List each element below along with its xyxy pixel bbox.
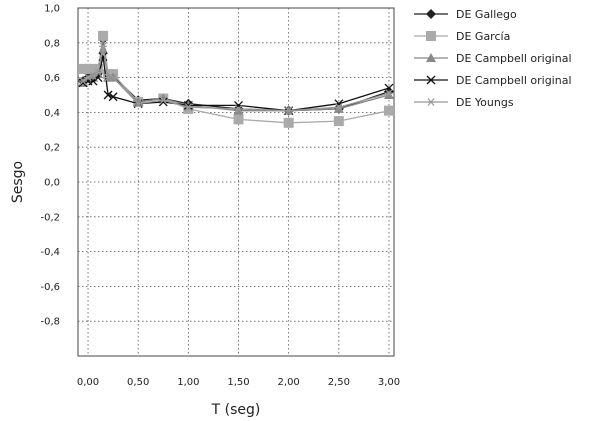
data-point-stroke <box>159 96 167 105</box>
data-point-stroke <box>94 68 102 77</box>
data-point-stroke <box>109 73 117 82</box>
y-tick-label: 1,0 <box>44 4 60 15</box>
legend-marker <box>427 98 435 106</box>
series-layer <box>78 30 394 128</box>
data-point <box>284 106 293 115</box>
x-tick-label: 2,50 <box>328 377 350 388</box>
legend-label: DE Gallego <box>456 8 517 21</box>
data-point <box>384 89 393 98</box>
legend-item: DE García <box>414 30 510 43</box>
data-point <box>333 116 344 127</box>
legend-label: DE Campbell original <box>456 74 572 87</box>
data-point <box>78 63 89 74</box>
x-tick-label: 0,50 <box>127 377 149 388</box>
x-tick-label: 0,00 <box>77 377 99 388</box>
series-5 <box>79 42 393 115</box>
legend-label: DE García <box>456 30 510 43</box>
data-point-stroke <box>99 42 107 51</box>
data-point-stroke <box>385 89 393 98</box>
data-point-stroke <box>158 97 168 107</box>
data-point <box>234 105 243 113</box>
y-axis-title: Sesgo <box>10 161 26 203</box>
data-point-stroke <box>235 105 242 113</box>
grid <box>78 8 394 356</box>
y-tick-label: -0,6 <box>40 282 60 293</box>
data-point <box>283 117 294 128</box>
y-tick-label: 0,4 <box>44 108 60 119</box>
data-point <box>234 100 243 110</box>
data-point <box>88 63 99 74</box>
y-tick-label: 0,2 <box>44 143 60 154</box>
data-point-stroke <box>184 103 192 112</box>
data-point-stroke <box>134 99 142 108</box>
y-axis-ticks: 1,0 0,8 0,6 0,4 0,2 0,0 -0,2 -0,4 -0,6 -0,8 <box>40 4 60 328</box>
data-point-stroke <box>108 92 118 102</box>
legend-marker <box>426 31 436 41</box>
y-tick-label: 0,6 <box>44 73 60 84</box>
legend-label: DE Youngs <box>456 96 514 109</box>
data-point <box>158 97 168 107</box>
x-tick-label: 2,00 <box>278 377 300 388</box>
data-point-stroke <box>79 77 87 85</box>
data-point <box>383 105 394 116</box>
legend-item: DE Campbell original <box>414 74 572 87</box>
legend: DE Gallego DE García DE Campbell original D… <box>414 8 572 109</box>
data-point-stroke <box>183 100 193 110</box>
legend-label: DE Campbell original <box>456 52 572 65</box>
y-tick-label: -0,2 <box>40 212 60 223</box>
data-point <box>334 103 343 112</box>
data-point <box>99 42 108 51</box>
legend-marker <box>426 53 436 62</box>
x-tick-label: 1,50 <box>227 377 249 388</box>
legend-item: DE Youngs <box>414 96 514 109</box>
y-tick-label: 0,0 <box>44 178 60 189</box>
legend-item: DE Gallego <box>414 8 517 21</box>
data-point <box>103 90 113 100</box>
y-tick-label: 0,8 <box>44 38 60 49</box>
data-point-stroke <box>104 73 112 82</box>
data-point <box>93 63 104 74</box>
x-tick-label: 3,00 <box>378 377 400 388</box>
data-point <box>83 63 94 74</box>
x-axis-ticks: 0,00 0,50 1,00 1,50 2,00 2,50 3,00 <box>77 377 400 388</box>
data-point <box>159 96 168 105</box>
legend-marker-stroke <box>426 75 436 85</box>
data-point <box>183 100 193 110</box>
data-point-stroke <box>334 99 344 109</box>
y-tick-label: -0,8 <box>40 317 60 328</box>
data-point-stroke <box>103 90 113 100</box>
data-point <box>108 92 118 102</box>
data-point <box>109 73 118 82</box>
data-point-stroke <box>285 106 293 115</box>
data-point-stroke <box>89 71 97 80</box>
legend-marker <box>426 75 436 85</box>
data-point <box>134 99 143 108</box>
data-point <box>184 103 193 112</box>
data-point <box>233 114 244 125</box>
y-tick-label: -0,4 <box>40 247 60 258</box>
x-axis-title: T (seg) <box>211 402 261 418</box>
data-point-stroke <box>234 100 243 110</box>
x-tick-label: 1,00 <box>177 377 199 388</box>
data-point <box>94 68 103 77</box>
legend-marker-stroke <box>427 98 435 106</box>
data-point-stroke <box>335 103 343 112</box>
legend-item: DE Campbell original <box>414 52 572 65</box>
data-point <box>98 30 109 41</box>
legend-marker <box>426 9 436 19</box>
